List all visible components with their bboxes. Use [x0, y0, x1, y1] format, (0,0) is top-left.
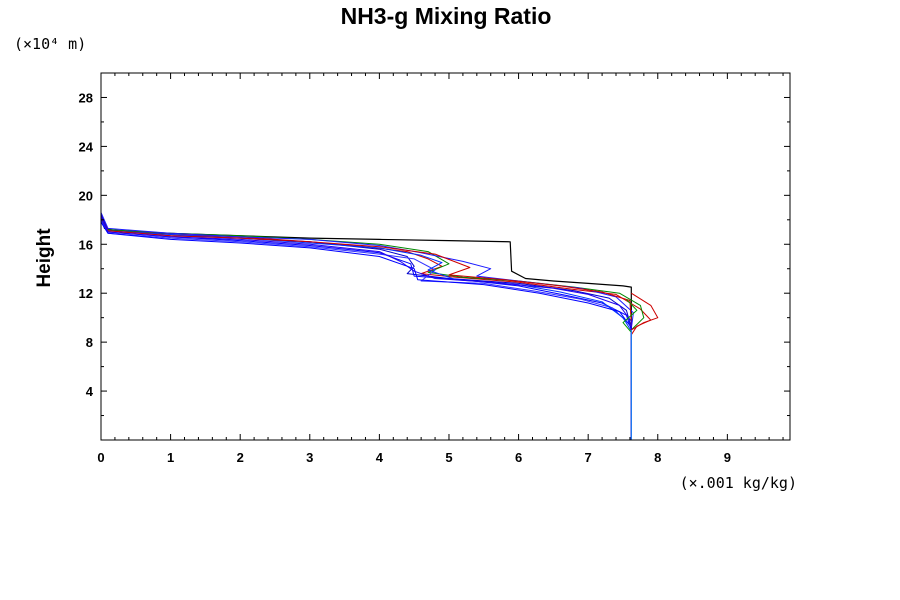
series-line-9 — [100, 215, 632, 440]
y-tick-label: 20 — [79, 188, 93, 203]
series-line-12 — [622, 298, 638, 333]
plot-frame — [100, 72, 791, 441]
x-tick-label: 7 — [585, 450, 592, 465]
series-line-8 — [100, 217, 632, 440]
x-tick-label: 0 — [97, 450, 104, 465]
x-tick-label: 6 — [515, 450, 522, 465]
x-tick-label: 1 — [167, 450, 174, 465]
x-tick-label: 4 — [376, 450, 384, 465]
series-line-5 — [100, 212, 634, 440]
series-line-6 — [100, 220, 632, 440]
x-tick-label: 9 — [724, 450, 731, 465]
y-tick-label: 24 — [79, 139, 94, 154]
chart-title: NH3-g Mixing Ratio — [341, 3, 552, 29]
x-tick-label: 5 — [445, 450, 452, 465]
series-layer — [100, 73, 659, 440]
x-tick-label: 2 — [237, 450, 244, 465]
y-tick-label: 28 — [79, 90, 93, 105]
series-line-2 — [100, 215, 645, 440]
x-tick-label: 3 — [306, 450, 313, 465]
y-axis-unit: (×10⁴ m) — [14, 35, 86, 53]
series-line-3 — [100, 214, 632, 440]
x-tick-label: 8 — [654, 450, 661, 465]
series-line-10 — [100, 221, 632, 440]
x-axis-unit: (×.001 kg/kg) — [680, 474, 797, 492]
y-tick-label: 8 — [86, 335, 93, 350]
series-line-0 — [100, 217, 632, 440]
y-tick-label: 4 — [86, 384, 94, 399]
y-axis-label: Height — [34, 228, 55, 288]
y-tick-label: 12 — [79, 286, 93, 301]
series-line-11 — [631, 292, 659, 331]
y-tick-label: 16 — [79, 237, 93, 252]
